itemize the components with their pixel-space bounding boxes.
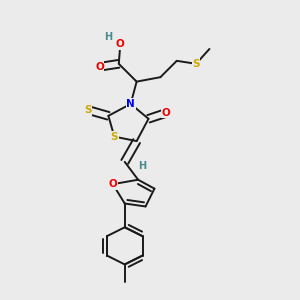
Text: S: S bbox=[84, 105, 91, 115]
Text: O: O bbox=[95, 62, 104, 72]
Text: H: H bbox=[139, 161, 147, 171]
Text: S: S bbox=[111, 132, 118, 142]
Text: O: O bbox=[116, 40, 125, 50]
Text: N: N bbox=[126, 99, 135, 109]
Text: O: O bbox=[162, 108, 171, 118]
Text: H: H bbox=[104, 32, 112, 42]
Text: O: O bbox=[109, 179, 117, 189]
Text: S: S bbox=[192, 59, 200, 69]
